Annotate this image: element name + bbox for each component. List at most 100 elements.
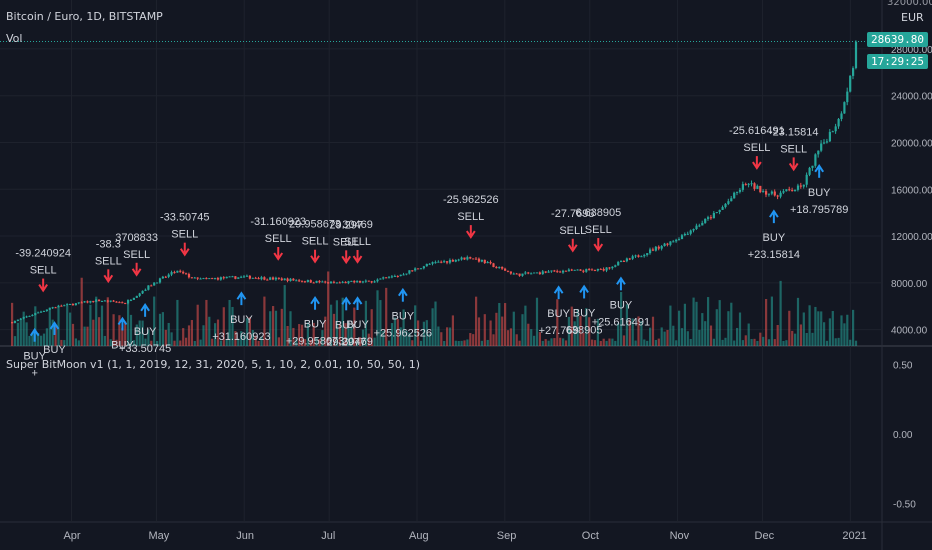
- buy-signal-label: BUY: [763, 232, 786, 244]
- buy-signal-label: BUY: [610, 299, 633, 311]
- buy-signal-label: BUY: [230, 314, 253, 326]
- candle-body: [823, 142, 826, 144]
- time-tick-label: Nov: [670, 530, 690, 542]
- volume-bar: [138, 320, 141, 346]
- volume-bar: [237, 338, 240, 346]
- candle-body: [350, 280, 353, 282]
- volume-bar: [77, 340, 80, 346]
- volume-bar: [582, 332, 585, 346]
- candle-body: [533, 272, 536, 274]
- volume-bar: [846, 314, 849, 346]
- candle-body: [750, 183, 753, 185]
- candle-body: [263, 277, 266, 280]
- candle-body: [814, 154, 817, 166]
- candle-body: [89, 300, 92, 303]
- volume-bar: [248, 317, 251, 346]
- candle-body: [651, 249, 655, 251]
- candle-body: [312, 282, 315, 284]
- volume-bar: [373, 337, 376, 346]
- volume-bar: [744, 335, 747, 346]
- volume-bar: [292, 327, 295, 346]
- candle-body: [237, 277, 240, 279]
- candle-body: [25, 316, 28, 318]
- candle-body: [457, 259, 460, 261]
- candle-body: [228, 276, 231, 278]
- volume-bar: [205, 299, 208, 346]
- volume-bar: [266, 339, 269, 346]
- volume-bar: [808, 305, 811, 346]
- volume-bar: [100, 305, 104, 346]
- candle-body: [631, 256, 634, 259]
- buy-signal-label: 638905: [566, 324, 603, 336]
- candle-body: [704, 218, 707, 223]
- sell-arrow-head: [465, 230, 476, 239]
- volume-bar: [518, 340, 521, 346]
- volume-bar: [556, 299, 559, 346]
- volume-bar: [591, 339, 594, 346]
- candle-body: [617, 262, 620, 266]
- candle-body: [840, 113, 843, 119]
- candle-body: [849, 75, 852, 92]
- volume-bar: [573, 321, 576, 346]
- volume-bar: [753, 338, 756, 346]
- volume-bar: [19, 319, 22, 346]
- volume-bar: [121, 327, 124, 346]
- volume-bar: [672, 325, 675, 346]
- candle-body: [260, 277, 263, 280]
- candle-body: [315, 280, 318, 283]
- volume-bar: [353, 307, 356, 346]
- volume-bar: [562, 338, 565, 346]
- candle-body: [680, 235, 684, 240]
- sell-signal-label: 6.638905: [575, 207, 621, 219]
- candle-body: [419, 268, 423, 270]
- time-tick-label: Jul: [321, 530, 335, 542]
- candle-body: [19, 318, 22, 320]
- volume-bar: [469, 333, 472, 346]
- volume-bar: [257, 340, 260, 346]
- candle-body: [486, 262, 489, 264]
- candle-body: [756, 185, 759, 189]
- volume-bar: [521, 314, 524, 346]
- candle-body: [269, 277, 272, 280]
- time-tick-label: 2021: [842, 530, 866, 542]
- candle-body: [469, 257, 472, 259]
- volume-bar: [666, 330, 669, 346]
- volume-bar: [695, 301, 698, 346]
- volume-bar: [802, 312, 805, 346]
- candle-body: [779, 192, 782, 197]
- volume-bar: [283, 285, 286, 346]
- candle-body: [170, 272, 173, 275]
- volume-bar: [103, 335, 106, 346]
- volume-bar: [654, 339, 657, 346]
- volume-bar: [399, 327, 402, 346]
- candle-body: [495, 267, 498, 269]
- volume-bar: [295, 338, 298, 346]
- volume-bar: [544, 339, 547, 346]
- candle-body: [11, 322, 14, 324]
- candle-body: [31, 314, 34, 316]
- buy-arrow-head: [140, 303, 150, 312]
- volume-bar: [13, 336, 17, 346]
- candle-body: [649, 249, 652, 254]
- volume-bar: [332, 313, 336, 346]
- volume-bar: [54, 325, 57, 346]
- volume-bar: [489, 320, 492, 346]
- volume-bar: [625, 304, 628, 346]
- volume-bar: [495, 312, 498, 346]
- volume-bar: [477, 317, 481, 346]
- candle-body: [634, 255, 637, 257]
- candle-body: [80, 302, 83, 304]
- candle-body: [483, 259, 486, 264]
- buy-signal-label: BUY: [304, 319, 327, 331]
- volume-bar: [45, 328, 48, 346]
- volume-bar: [289, 311, 292, 346]
- candle-body: [248, 275, 251, 279]
- sell-signal-label: SELL: [585, 224, 612, 236]
- candle-body: [695, 225, 698, 230]
- volume-bar: [240, 331, 243, 346]
- candle-body: [318, 280, 321, 283]
- volume-bar: [602, 338, 605, 346]
- volume-bar: [550, 338, 553, 346]
- volume-bar: [170, 332, 173, 346]
